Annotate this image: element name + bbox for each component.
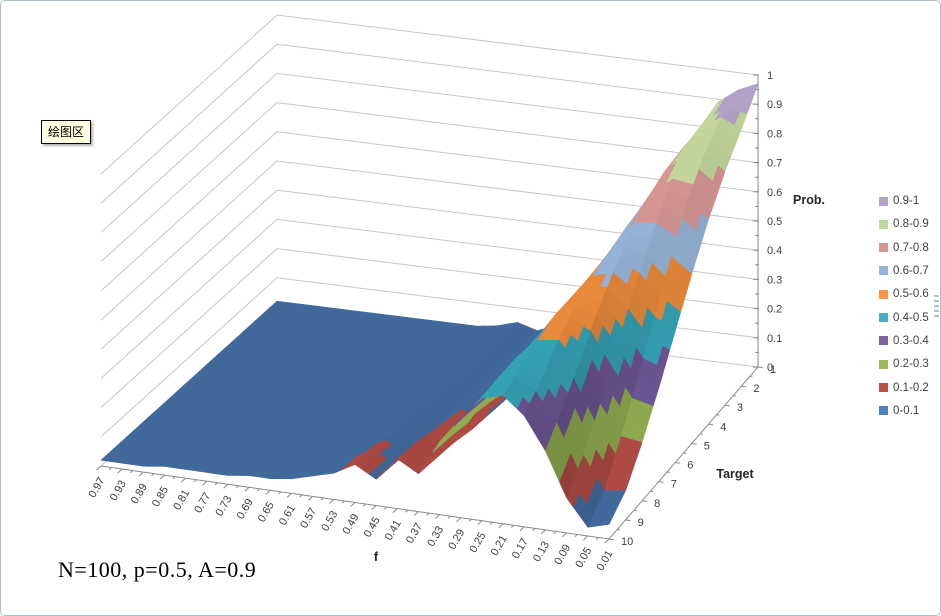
prob-tick-label: 0 [767,362,773,374]
f-tick-label: 0.81 [171,488,192,513]
chart-legend[interactable]: 0.9-1 0.8-0.9 0.7-0.8 0.6-0.7 0.5-0.6 0.4-0.5… [879,195,939,417]
target-tick-label: 9 [638,517,644,529]
f-tick-label: 0.77 [192,491,213,516]
legend-swatch [879,313,888,323]
legend-swatch [879,243,888,253]
f-tick-label: 0.33 [425,524,446,549]
prob-tick-label: 0.8 [767,128,782,140]
legend-item[interactable]: 0.1-0.2 [879,382,939,394]
legend-label: 0.2-0.3 [893,358,929,371]
f-tick-label: 0.53 [319,509,340,534]
f-tick-label: 0.61 [277,503,298,528]
f-tick-label: 0.65 [256,500,277,525]
parameters-annotation: N=100, p=0.5, A=0.9 [58,557,257,582]
f-tick-label: 0.13 [531,539,552,564]
legend-label: 0.5-0.6 [893,288,929,301]
axes [96,74,763,544]
legend-swatch [879,406,888,416]
f-tick-label: 0.21 [489,533,510,558]
f-tick-label: 0.49 [340,512,361,537]
f-tick-label: 0.41 [383,518,404,543]
prob-tick-label: 0.6 [767,187,782,199]
f-tick-label: 0.05 [573,546,594,571]
chart-selection-handle[interactable] [934,295,939,319]
f-tick-label: 0.85 [150,485,171,510]
f-tick-label: 0.89 [129,482,150,507]
legend-swatch [879,289,888,299]
legend-swatch [879,219,888,229]
legend-label: 0.4-0.5 [893,311,929,324]
target-tick-label: 3 [737,402,743,414]
target-tick-label: 6 [687,460,693,472]
target-tick-label: 4 [720,421,726,433]
f-tick-label: 0.69 [235,497,256,522]
f-tick-label: 0.17 [510,536,531,561]
f-tick-label: 0.29 [446,527,467,552]
prob-tick-label: 0.3 [767,274,782,286]
legend-swatch [879,266,888,276]
f-tick-label: 0.37 [404,521,425,546]
legend-swatch [879,336,888,346]
legend-label: 0.8-0.9 [893,218,929,231]
target-tick-label: 1 [770,364,776,376]
legend-item[interactable]: 0.4-0.5 [879,312,939,324]
prob-tick-label: 0.7 [767,158,782,170]
prob-tick-label: 0.1 [767,333,782,345]
legend-item[interactable]: 0.7-0.8 [879,242,939,254]
f-tick-label: 0.09 [552,542,573,567]
target-tick-label: 7 [671,479,677,491]
surface-mesh [100,83,759,528]
wall-gridlines [100,14,759,467]
prob-tick-label: 0.9 [767,99,782,111]
plot-area-tooltip: 绘图区 [41,120,92,144]
value-axis-title: Prob. [793,193,825,207]
f-tick-label: 0.01 [594,549,615,574]
legend-label: 0.1-0.2 [893,381,929,394]
f-tick-label: 0.45 [362,515,383,540]
prob-tick-label: 0.2 [767,304,782,316]
target-tick-label: 5 [704,440,710,452]
legend-item[interactable]: 0.9-1 [879,195,939,207]
legend-swatch [879,359,888,369]
prob-tick-label: 0.4 [767,245,782,257]
legend-item[interactable]: 0-0.1 [879,405,939,417]
legend-label: 0.3-0.4 [893,334,929,347]
target-tick-label: 8 [654,498,660,510]
legend-label: 0.9-1 [893,195,920,207]
target-tick-label: 2 [753,383,759,395]
legend-item[interactable]: 0.6-0.7 [879,265,939,277]
legend-label: 0.6-0.7 [893,264,929,277]
axis-titles: f Target Prob. [374,193,825,564]
target-tick-label: 10 [621,536,633,548]
legend-swatch [879,383,888,393]
prob-tick-label: 1 [767,70,773,82]
legend-item[interactable]: 0.3-0.4 [879,335,939,347]
legend-item[interactable]: 0.5-0.6 [879,288,939,300]
f-tick-label: 0.97 [86,476,107,501]
legend-swatch [879,196,888,206]
series-axis-title: Target [716,467,754,481]
legend-label: 0.7-0.8 [893,241,929,254]
f-tick-label: 0.73 [213,494,234,519]
legend-item[interactable]: 0.2-0.3 [879,358,939,370]
legend-item[interactable]: 0.8-0.9 [879,218,939,230]
prob-tick-label: 0.5 [767,216,782,228]
x-axis-title: f [374,550,379,564]
f-tick-label: 0.93 [108,479,129,504]
f-tick-label: 0.25 [467,530,488,555]
legend-label: 0-0.1 [893,404,920,417]
f-tick-label: 0.57 [298,506,319,531]
